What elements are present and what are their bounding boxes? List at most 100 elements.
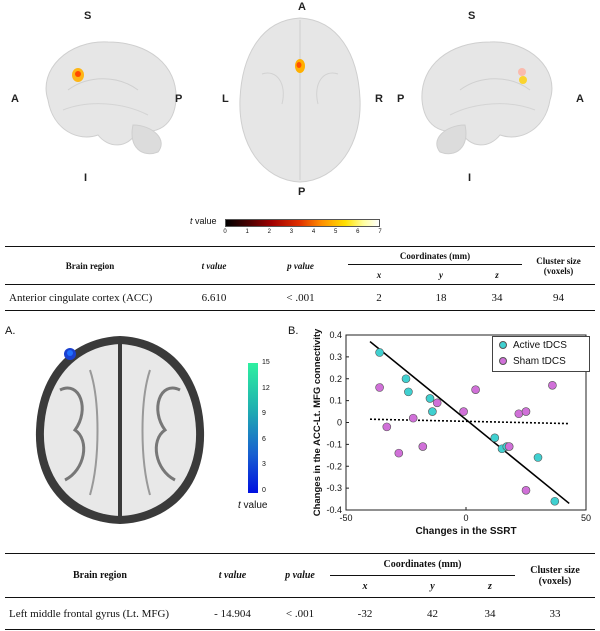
- data-point-sham: [548, 381, 557, 390]
- cell-t: 6.610: [201, 291, 227, 304]
- data-point-sham: [514, 409, 524, 419]
- data-point-active: [425, 394, 435, 403]
- header-x: x: [330, 575, 400, 598]
- table-row: Anterior cingulate cortex (ACC) 6.610 < …: [5, 285, 595, 311]
- colorbar-ticks: 15 12 9 6 3 0: [262, 359, 292, 496]
- mfg-stats-table: Brain region t value p value Coordinates…: [5, 553, 595, 630]
- data-point-sham: [521, 407, 531, 416]
- cell-region: Anterior cingulate cortex (ACC): [9, 291, 153, 304]
- panel-a-label: A.: [5, 325, 16, 337]
- header-p-value: p value: [270, 553, 330, 598]
- y-tick-label: 0.2: [329, 374, 342, 384]
- orientation-posterior-label: P: [175, 93, 183, 105]
- header-brain-region: Brain region: [5, 246, 175, 285]
- colorbar-tick-label: 3: [289, 229, 294, 235]
- y-tick-label: 0: [337, 418, 342, 428]
- y-tick-label: -0.2: [326, 461, 342, 471]
- cell-y: 42: [427, 607, 438, 620]
- colorbar-gradient: [248, 363, 258, 493]
- data-point-sham: [459, 407, 468, 416]
- cell-t: - 14.904: [214, 607, 251, 620]
- y-tick-label: -0.1: [326, 439, 342, 449]
- chart-legend: Active tDCS Sham tDCS: [492, 336, 590, 372]
- header-coordinates: Coordinates (mm): [330, 553, 515, 576]
- header-cluster-size: Cluster size (voxels): [515, 553, 595, 598]
- axial-slice-image: [35, 336, 205, 524]
- data-point-sham: [504, 442, 514, 451]
- cell-p: < .001: [286, 291, 315, 304]
- panel-b-label: B.: [288, 325, 299, 337]
- colorbar-tick-label: 4: [311, 229, 316, 235]
- fit-line-sham: [369, 418, 570, 425]
- colorbar-tick-label: 6: [262, 435, 266, 443]
- orientation-anterior-label: A: [11, 93, 19, 105]
- legend-item-sham: Sham tDCS: [493, 353, 589, 369]
- colorbar-tick-label: 12: [262, 384, 270, 392]
- header-p-value: p value: [253, 246, 348, 285]
- panel-a-colorbar: 15 12 9 6 3 0: [248, 359, 298, 511]
- header-x: x: [348, 264, 410, 285]
- colorbar-tick-label: 1: [245, 229, 249, 235]
- legend-marker-sham: [499, 357, 507, 365]
- data-point-sham: [418, 442, 428, 451]
- y-axis-label: Changes in the ACC-Lt. MFG connectivity: [312, 328, 323, 516]
- t-value-colorbar: t value 0 1 2 3 4 5 6 7: [190, 212, 400, 242]
- cell-z: 34: [484, 607, 496, 620]
- panel-a-colorbar-label: t value: [238, 500, 268, 511]
- colorbar-tick-label: 2: [267, 229, 271, 235]
- colorbar-ticks: 0 1 2 3 4 5 6 7: [223, 229, 382, 239]
- colorbar-tick-label: 15: [262, 359, 270, 366]
- orientation-posterior-label: P: [397, 93, 405, 105]
- legend-label-active: Active tDCS: [513, 339, 567, 351]
- cell-x: 2: [376, 291, 382, 304]
- data-point-active: [490, 433, 500, 443]
- data-point-sham: [521, 486, 531, 495]
- data-point-active: [550, 496, 560, 506]
- data-point-active: [404, 387, 413, 397]
- cell-p: < .001: [285, 607, 315, 620]
- header-z: z: [472, 264, 522, 285]
- cell-cluster: 94: [553, 291, 564, 304]
- colorbar-gradient: [225, 219, 380, 227]
- legend-item-active: Active tDCS: [493, 337, 589, 353]
- axial-brain-render: [239, 17, 361, 183]
- acc-stats-table: Brain region t value p value Coordinates…: [5, 246, 595, 311]
- x-tick-label: 50: [581, 513, 591, 523]
- orientation-posterior-label: P: [298, 186, 306, 198]
- cell-y: 18: [435, 291, 447, 304]
- cell-region: Left middle frontal gyrus (Lt. MFG): [9, 607, 170, 620]
- colorbar-tick-label: 9: [262, 410, 266, 418]
- cell-x: -32: [357, 607, 373, 620]
- y-tick-label: 0.3: [329, 352, 342, 362]
- x-axis-label: Changes in the SSRT: [415, 526, 516, 537]
- orientation-inferior-label: I: [468, 172, 472, 184]
- table-row: Left middle frontal gyrus (Lt. MFG) - 14…: [5, 598, 595, 630]
- y-tick-label: -0.3: [326, 483, 342, 493]
- data-point-sham: [408, 413, 418, 423]
- fit-line-active: [369, 340, 570, 505]
- legend-marker-active: [499, 341, 507, 349]
- orientation-left-label: L: [222, 93, 229, 105]
- data-point-sham: [394, 448, 404, 458]
- data-point-sham: [432, 398, 442, 408]
- header-coordinates: Coordinates (mm): [348, 246, 522, 265]
- data-point-sham: [382, 422, 392, 432]
- header-t-value: t value: [175, 246, 253, 285]
- colorbar-tick-label: 6: [356, 229, 360, 235]
- y-tick-label: 0.4: [329, 330, 342, 340]
- data-point-active: [428, 407, 437, 416]
- y-tick-label: -0.4: [326, 505, 342, 515]
- colorbar-tick-label: 5: [334, 229, 338, 235]
- orientation-anterior-label: A: [298, 1, 306, 13]
- y-tick-label: 0.1: [329, 396, 342, 406]
- header-cluster-size: Cluster size (voxels): [522, 246, 595, 285]
- cell-z: 34: [491, 291, 503, 304]
- cell-cluster: 33: [549, 607, 561, 620]
- left-sagittal-brain-render: [45, 41, 177, 155]
- header-y: y: [400, 575, 465, 598]
- data-point-sham: [375, 383, 384, 392]
- orientation-anterior-label: A: [576, 93, 584, 105]
- colorbar-tick-label: 7: [378, 229, 382, 235]
- orientation-inferior-label: I: [84, 172, 88, 184]
- header-y: y: [410, 264, 472, 285]
